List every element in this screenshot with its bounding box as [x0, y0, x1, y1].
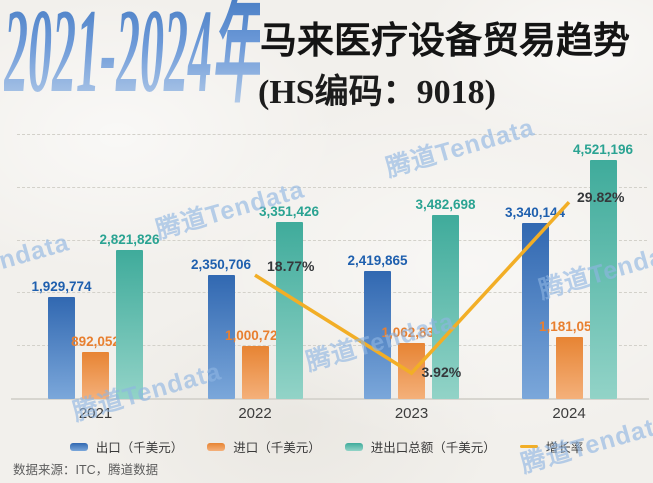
- data-source: 数据来源：ITC，腾道数据: [13, 463, 159, 477]
- bar-value-label: 892,052: [71, 333, 120, 349]
- gridline: [17, 134, 647, 135]
- title-years: 2021-2024年: [4, 0, 260, 111]
- x-axis-label-2021: 2021: [78, 405, 113, 422]
- plot-area: 1,929,774 892,052 2,821,826 2021 2,350,706 1,…: [11, 134, 649, 422]
- bar-export-2024: 3,340,144: [505, 205, 565, 399]
- legend-label: 增长率: [545, 441, 584, 455]
- legend-item-growth: 增长率: [519, 437, 584, 456]
- bar-import-2021: 892,052: [71, 334, 120, 399]
- growth-rate-label-2024: 29.82%: [577, 189, 625, 206]
- legend-swatch: [69, 442, 88, 451]
- bar-total-2021: 2,821,826: [99, 232, 160, 399]
- legend-line-swatch: [519, 445, 538, 448]
- bar-value-label: 2,350,706: [190, 256, 252, 272]
- bar-value-label: 1,929,774: [31, 279, 92, 295]
- growth-rate-label-2022: 18.77%: [267, 258, 315, 275]
- bar-value-label: 3,340,144: [504, 204, 566, 220]
- x-axis-label-2024: 2024: [552, 405, 586, 422]
- legend-label: 出口（千美元）: [95, 441, 184, 455]
- growth-rate-label-2023: 3.92%: [421, 364, 462, 381]
- bar-value-label: 3,351,426: [258, 204, 320, 219]
- legend-swatch: [207, 442, 226, 451]
- bar-import-2022: 1,000,720: [225, 328, 285, 399]
- page-title: 马来医疗设备贸易趋势: [260, 20, 630, 61]
- legend-item-import: 进口（千美元）: [207, 437, 321, 456]
- bar-value-label: 3,482,698: [415, 197, 476, 213]
- bar-export-2021: 1,929,774: [31, 279, 92, 399]
- bar-import-2024: 1,181,052: [539, 319, 599, 399]
- x-axis-label-2023: 2023: [394, 405, 429, 422]
- legend-swatch: [344, 442, 363, 451]
- legend-item-export: 出口（千美元）: [69, 437, 184, 456]
- bar-value-label: 2,821,826: [99, 232, 160, 247]
- legend-label: 进出口总额（千美元）: [370, 441, 496, 455]
- x-axis-label-2022: 2022: [238, 405, 272, 422]
- bar-total-2024: 4,521,196: [573, 142, 633, 399]
- legend: 出口（千美元） 进口（千美元） 进出口总额（千美元） 增长率: [0, 437, 653, 456]
- gridline: [17, 186, 647, 188]
- page-subtitle: (HS编码：9018): [258, 74, 496, 111]
- bar-export-2022: 2,350,706: [191, 257, 251, 399]
- x-axis-line: [11, 398, 649, 400]
- legend-label: 进口（千美元）: [233, 441, 321, 455]
- legend-item-total: 进出口总额（千美元）: [344, 437, 496, 456]
- bar-total-2022: 3,351,426: [259, 204, 319, 399]
- bar-group-2021: 1,929,774 892,052 2,821,826: [31, 232, 160, 399]
- bar-value-label: 2,419,865: [347, 253, 408, 269]
- bar-group-2022: 2,350,706 1,000,720 3,351,426: [191, 204, 319, 399]
- bar-value-label: 4,521,196: [572, 142, 634, 158]
